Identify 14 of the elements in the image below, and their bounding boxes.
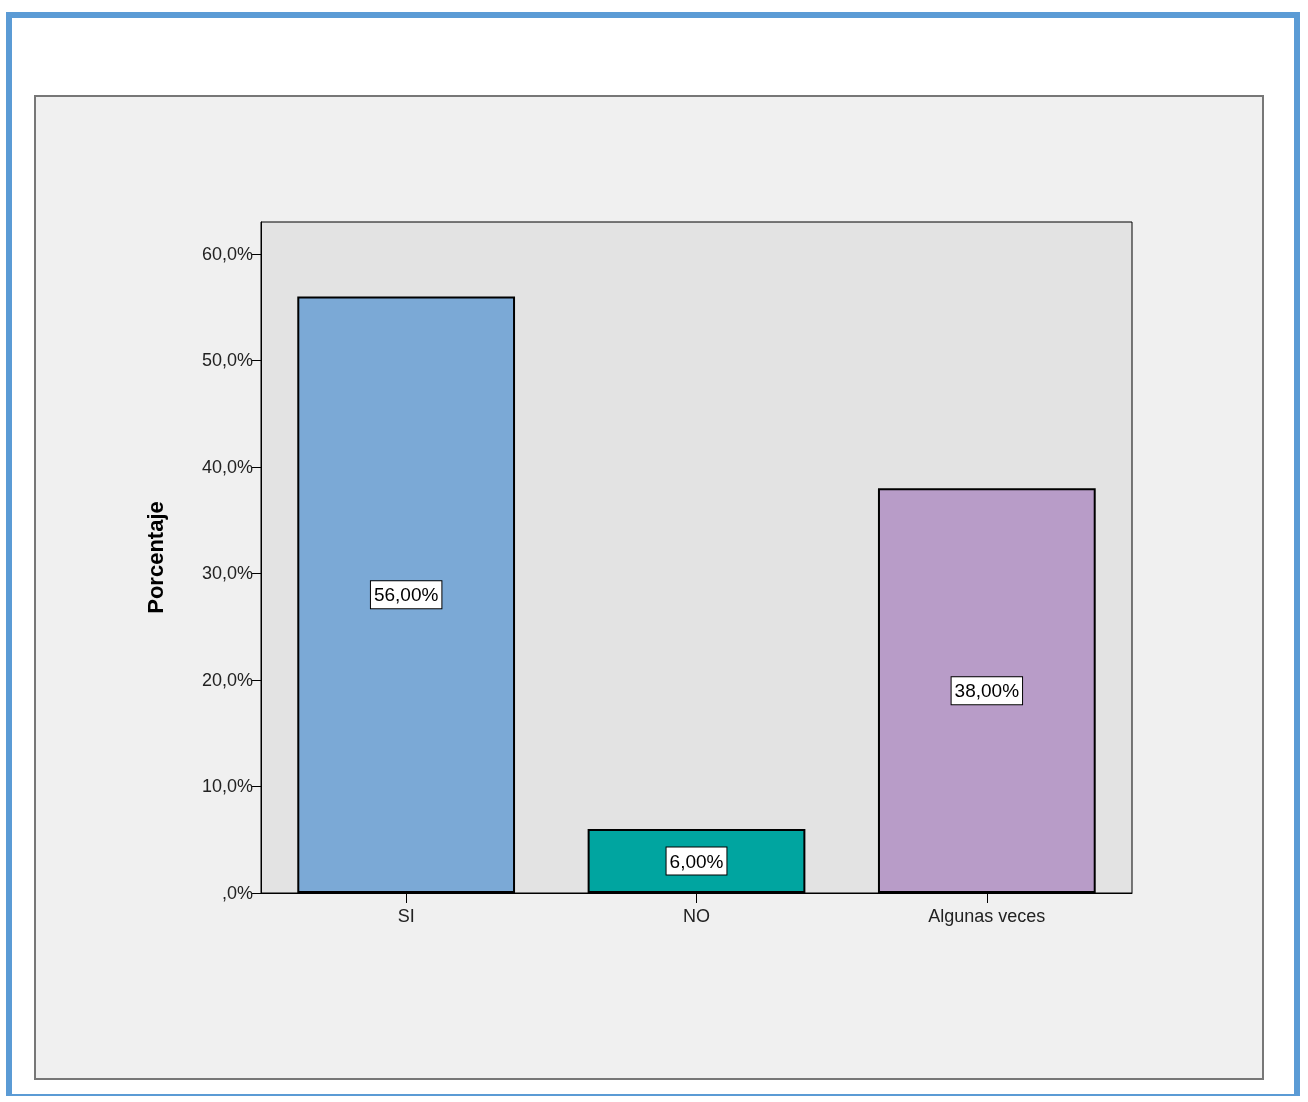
x-tick-label: SI (397, 906, 415, 926)
y-tick-label: 10,0% (201, 776, 253, 797)
y-tick-label: 60,0% (201, 243, 253, 264)
x-tick-label: Algunas veces (928, 906, 1046, 926)
data-label: 56,00% (373, 584, 439, 606)
y-tick-label: 20,0% (201, 669, 253, 690)
y-tick-label: 50,0% (201, 350, 253, 371)
y-tick-label: 30,0% (201, 563, 253, 584)
data-label: 6,00% (669, 850, 724, 872)
y-axis-title: Porcentaje (142, 501, 168, 614)
y-tick-label: ,0% (221, 883, 253, 903)
x-tick-label: NO (683, 906, 710, 926)
y-tick-label: 40,0% (201, 456, 253, 477)
data-label: 38,00% (954, 680, 1020, 702)
